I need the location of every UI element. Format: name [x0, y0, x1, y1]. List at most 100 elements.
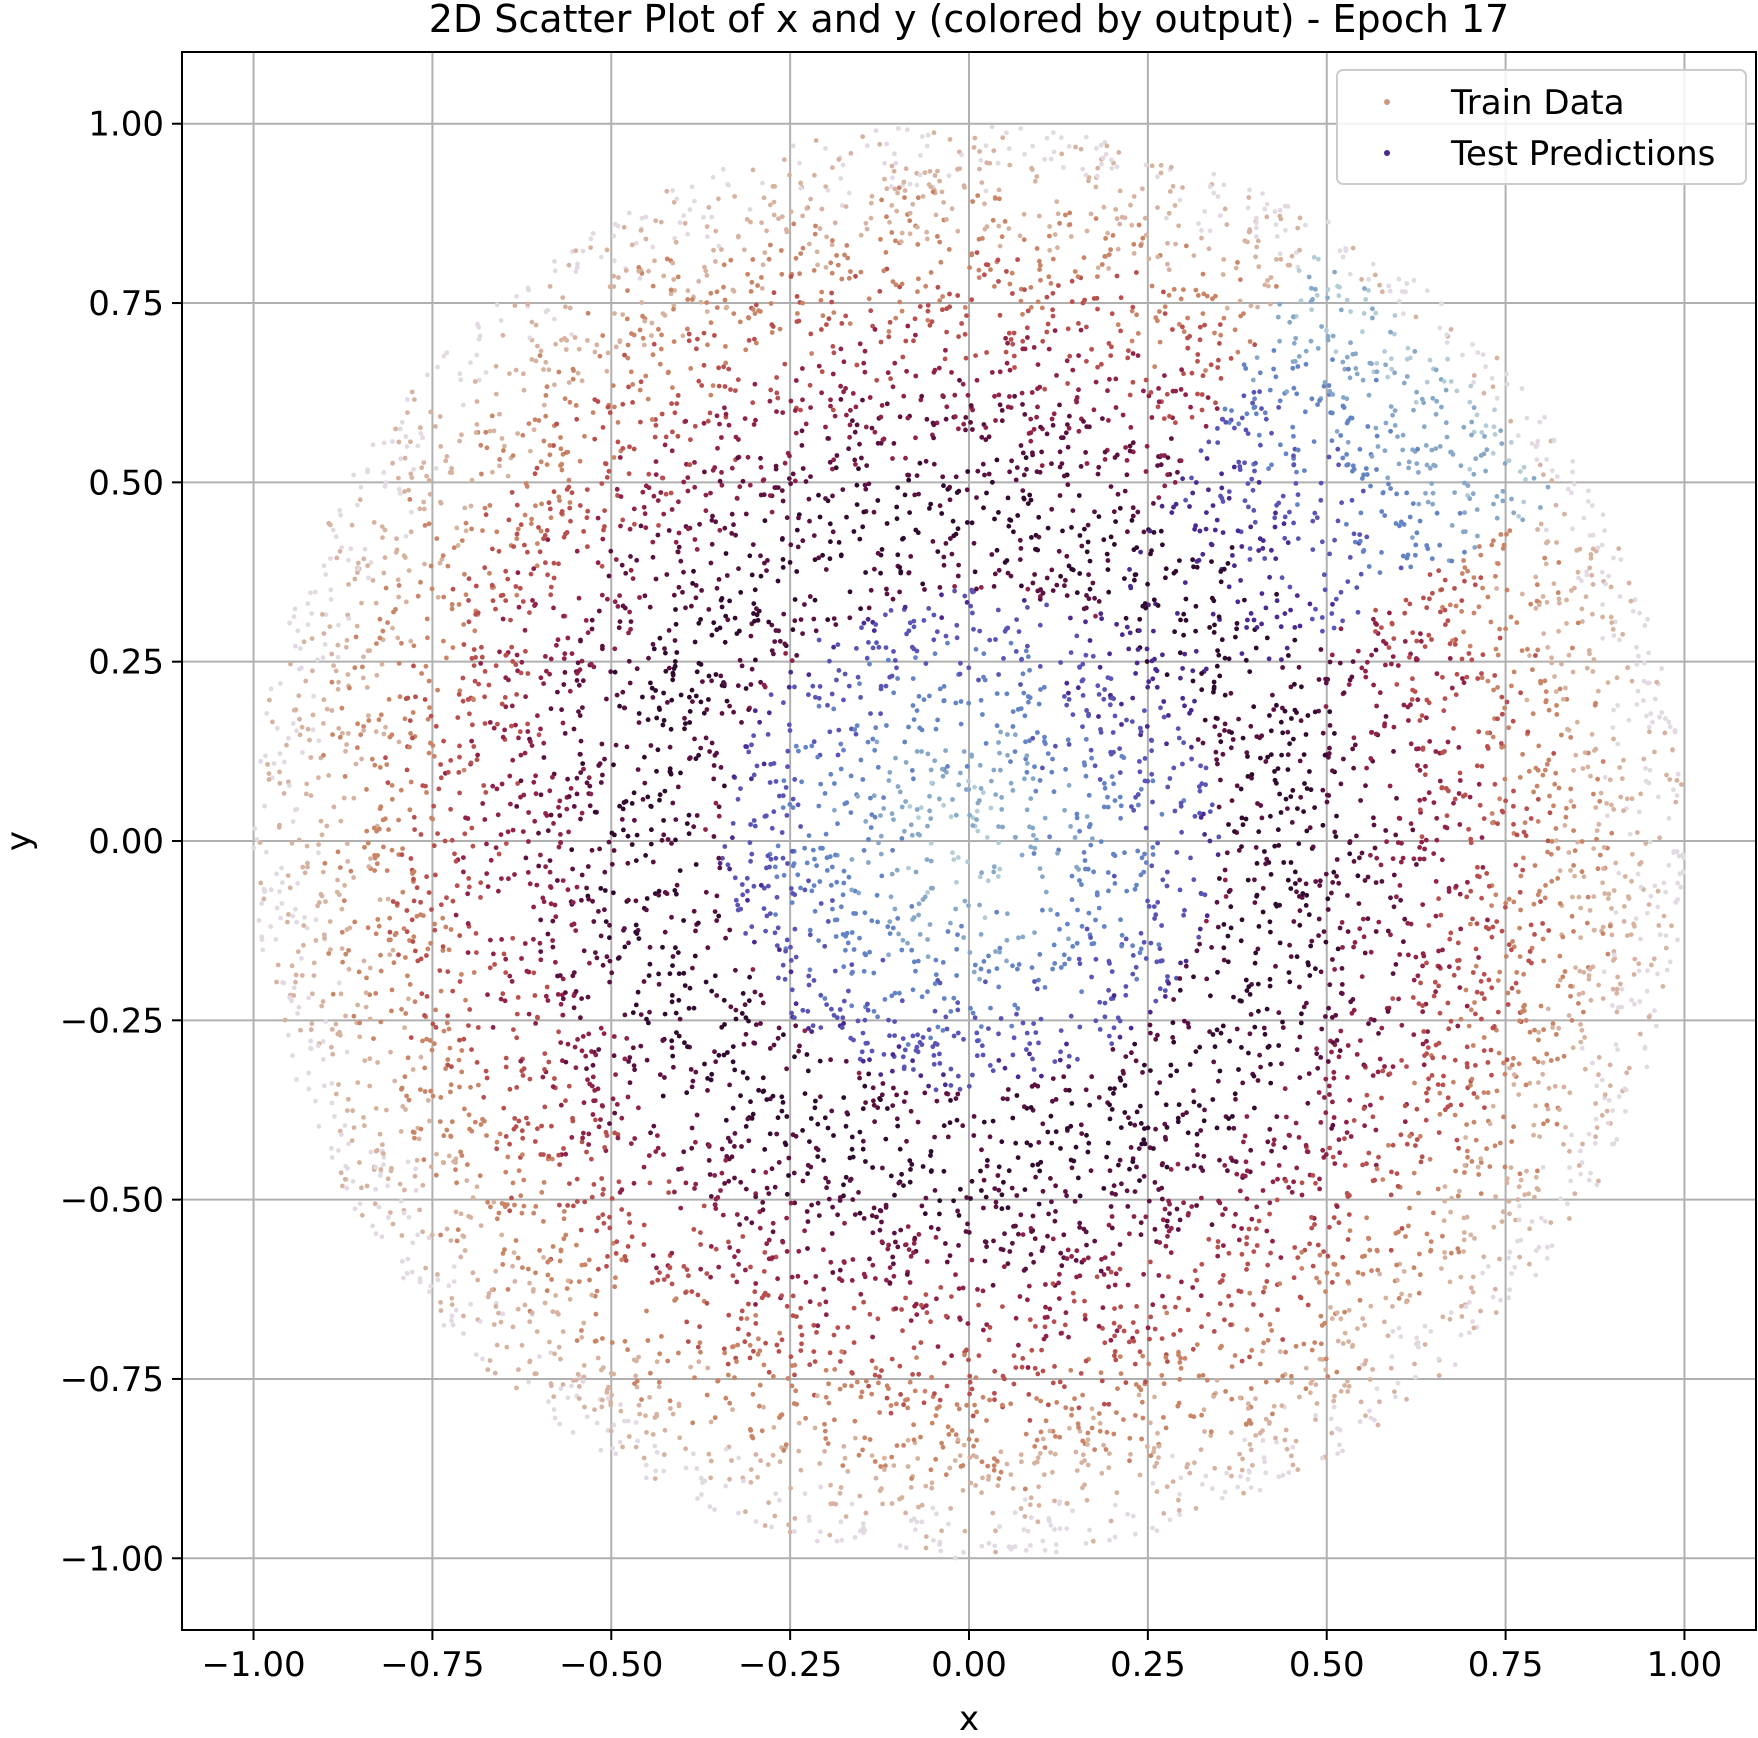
data-point — [588, 245, 593, 251]
data-point — [907, 231, 913, 237]
data-point — [1252, 900, 1258, 905]
data-point — [383, 755, 388, 761]
data-point — [1261, 1289, 1266, 1295]
data-point — [1379, 1095, 1384, 1101]
data-point — [1483, 423, 1489, 429]
data-point — [1192, 1460, 1197, 1466]
data-point — [1133, 1531, 1138, 1537]
data-point — [1325, 1059, 1331, 1064]
data-point — [305, 860, 310, 866]
data-point — [1005, 1205, 1011, 1211]
data-point — [1655, 971, 1660, 977]
data-point — [1556, 628, 1561, 634]
data-point — [1141, 939, 1147, 945]
data-point — [396, 739, 402, 745]
data-point — [986, 953, 991, 959]
data-point — [352, 576, 358, 582]
data-point — [673, 621, 679, 627]
data-point — [581, 1363, 587, 1368]
data-point — [1337, 1048, 1343, 1054]
data-point — [1543, 689, 1549, 694]
data-point — [1066, 1334, 1071, 1340]
data-point — [841, 1095, 847, 1100]
data-point — [1010, 963, 1015, 969]
data-point — [1299, 1011, 1304, 1017]
data-point — [813, 138, 819, 143]
data-point — [1569, 490, 1574, 496]
data-point — [1558, 1196, 1564, 1202]
data-point — [1069, 299, 1075, 305]
data-point — [1221, 945, 1227, 951]
data-point — [537, 1248, 542, 1253]
data-point — [633, 898, 639, 904]
data-point — [766, 883, 771, 889]
data-point — [652, 434, 658, 440]
data-point — [1055, 211, 1061, 217]
data-point — [1287, 509, 1292, 515]
data-point — [886, 778, 892, 783]
data-point — [322, 860, 328, 866]
data-point — [1191, 974, 1196, 980]
data-point — [579, 1048, 585, 1054]
data-point — [1537, 462, 1543, 468]
data-point — [693, 928, 698, 934]
data-point — [764, 1241, 770, 1247]
data-point — [422, 523, 428, 528]
data-point — [1358, 1038, 1363, 1043]
data-point — [1442, 1255, 1448, 1260]
data-point — [1361, 934, 1367, 940]
data-point — [1561, 1141, 1566, 1147]
data-point — [1225, 561, 1231, 566]
data-point — [1199, 1412, 1204, 1418]
data-point — [694, 1466, 700, 1471]
data-point — [564, 806, 570, 812]
data-point — [1115, 246, 1121, 252]
data-point — [667, 1398, 673, 1404]
data-point — [1648, 893, 1654, 899]
data-point — [1479, 895, 1484, 901]
data-point — [923, 1292, 929, 1297]
data-point — [961, 1036, 966, 1042]
data-point — [1473, 946, 1479, 952]
data-point — [1329, 438, 1335, 444]
data-point — [1452, 796, 1458, 802]
data-point — [882, 997, 888, 1002]
data-point — [841, 998, 847, 1004]
data-point — [579, 897, 584, 903]
data-point — [1433, 446, 1439, 451]
data-point — [844, 514, 849, 520]
data-point — [301, 942, 306, 948]
data-point — [1642, 660, 1647, 666]
data-point — [930, 1044, 936, 1050]
data-point — [1366, 288, 1371, 293]
data-point — [520, 432, 526, 438]
data-point — [1148, 390, 1154, 395]
data-point — [411, 814, 417, 820]
data-point — [1282, 1145, 1288, 1150]
data-point — [1433, 411, 1439, 417]
data-point — [1139, 1436, 1144, 1442]
data-point — [792, 478, 798, 484]
data-point — [703, 889, 709, 895]
data-point — [1590, 1060, 1595, 1066]
data-point — [1305, 1302, 1311, 1308]
data-point — [1168, 1167, 1174, 1172]
data-point — [607, 1121, 612, 1126]
data-point — [483, 790, 489, 795]
data-point — [1311, 254, 1317, 260]
data-point — [1477, 544, 1482, 549]
data-point — [803, 1279, 809, 1285]
data-point — [827, 729, 833, 735]
data-point — [1435, 1186, 1441, 1192]
data-point — [1354, 371, 1360, 377]
data-point — [1595, 776, 1600, 782]
data-point — [1077, 1225, 1082, 1230]
data-point — [1415, 763, 1420, 768]
data-point — [1236, 848, 1242, 853]
data-point — [650, 641, 656, 647]
data-point — [1322, 380, 1328, 385]
data-point — [1185, 335, 1190, 341]
data-point — [614, 1102, 620, 1107]
data-point — [294, 728, 299, 734]
data-point — [641, 342, 647, 348]
